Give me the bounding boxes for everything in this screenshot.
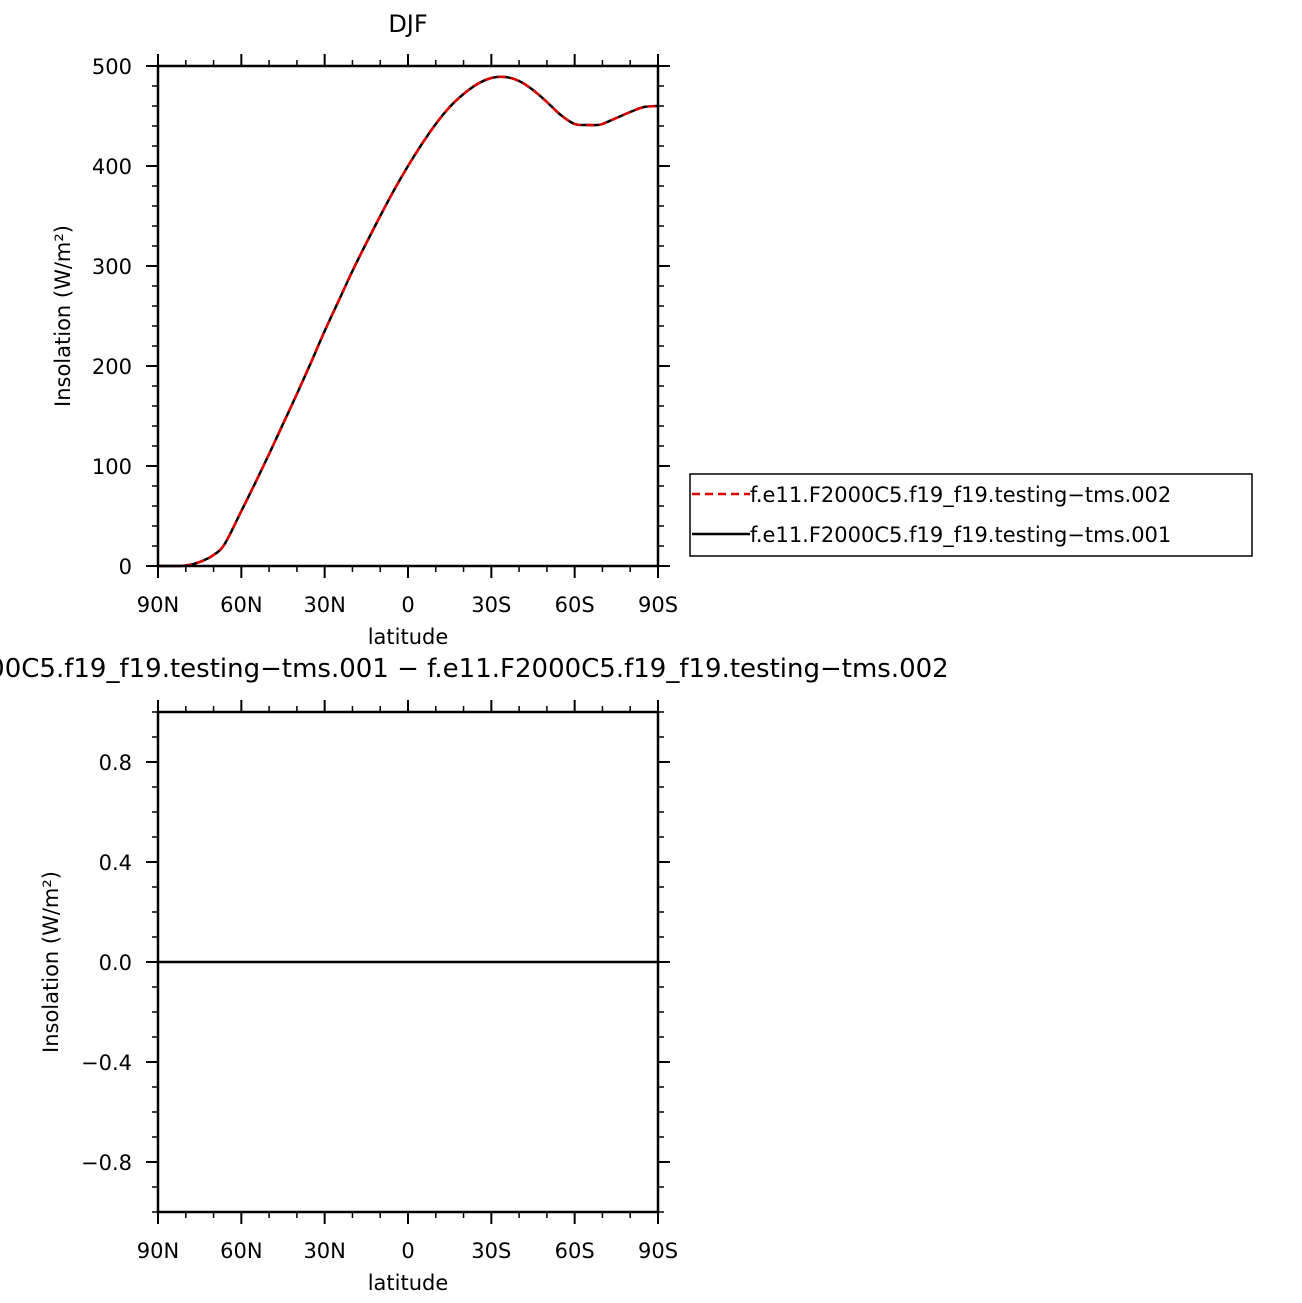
y-tick-label: 500: [92, 55, 132, 79]
top-series: [157, 75, 659, 568]
top-plot-frame: [156, 64, 660, 568]
top-panel: DJF 0 100 200 300 400 500 90N 60N 30N 0 30S 60S 90S…: [51, 10, 678, 649]
bottom-panel: f.e11.F2000C5.f19_f19.testing−tms.001 − …: [0, 654, 949, 1295]
x-tick-label: 60N: [220, 1239, 262, 1263]
y-tick-label: 0.4: [99, 851, 132, 875]
top-x-minor-ticks: [157, 60, 659, 572]
top-y-ticks: 0 100 200 300 400 500: [92, 55, 670, 579]
x-tick-label: 60S: [555, 593, 595, 617]
x-tick-label: 60N: [220, 593, 262, 617]
x-tick-label: 30S: [471, 1239, 511, 1263]
x-tick-label: 90S: [638, 593, 678, 617]
y-tick-label: 0.0: [99, 951, 132, 975]
legend-label-002: f.e11.F2000C5.f19_f19.testing−tms.002: [750, 483, 1171, 508]
top-y-minor-ticks: [152, 65, 664, 567]
bottom-x-ticks: 90N 60N 30N 0 30S 60S 90S: [137, 700, 678, 1263]
series-line-002: [157, 75, 659, 568]
y-tick-label: −0.8: [81, 1151, 132, 1175]
series-line-001: [157, 75, 659, 568]
x-tick-label: 0: [401, 593, 414, 617]
bottom-y-ticks: −0.8 −0.4 0.0 0.4 0.8: [81, 751, 670, 1175]
legend: f.e11.F2000C5.f19_f19.testing−tms.002 f.…: [689, 473, 1253, 557]
legend-label-001: f.e11.F2000C5.f19_f19.testing−tms.001: [750, 523, 1171, 548]
top-x-ticks: 90N 60N 30N 0 30S 60S 90S: [137, 54, 678, 617]
y-tick-label: 400: [92, 155, 132, 179]
x-tick-label: 30N: [303, 1239, 345, 1263]
x-tick-label: 30S: [471, 593, 511, 617]
x-tick-label: 30N: [303, 593, 345, 617]
bottom-y-axis-label: Insolation (W/m²): [39, 871, 63, 1053]
bottom-x-axis-label: latitude: [368, 1271, 449, 1295]
bottom-title: f.e11.F2000C5.f19_f19.testing−tms.001 − …: [0, 654, 949, 684]
y-tick-label: 200: [92, 355, 132, 379]
x-tick-label: 90N: [137, 1239, 179, 1263]
legend-box: [689, 473, 1253, 557]
y-tick-label: 0.8: [99, 751, 132, 775]
x-tick-label: 90S: [638, 1239, 678, 1263]
x-tick-label: 90N: [137, 593, 179, 617]
x-tick-label: 0: [401, 1239, 414, 1263]
top-x-axis-label: latitude: [368, 625, 449, 649]
y-tick-label: −0.4: [81, 1051, 132, 1075]
top-y-axis-label: Insolation (W/m²): [51, 225, 75, 407]
top-title: DJF: [388, 10, 427, 38]
y-tick-label: 300: [92, 255, 132, 279]
x-tick-label: 60S: [555, 1239, 595, 1263]
y-tick-label: 100: [92, 455, 132, 479]
bottom-plot-frame: [156, 710, 660, 1214]
y-tick-label: 0: [119, 555, 132, 579]
